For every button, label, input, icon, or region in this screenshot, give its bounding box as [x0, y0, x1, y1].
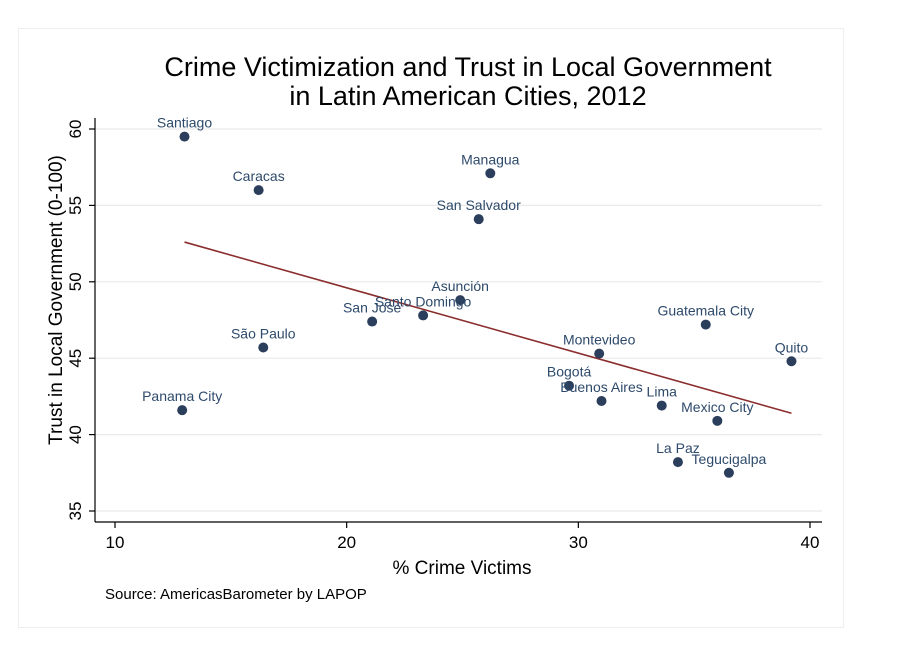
point-label: Caracas	[233, 168, 285, 184]
y-tick-label: 60	[66, 120, 85, 139]
fit-line	[184, 241, 792, 414]
x-tick-label: 10	[106, 533, 125, 552]
point-label: Santo Domingo	[375, 293, 472, 309]
point-label: São Paulo	[231, 326, 296, 342]
point-label: La Paz	[656, 440, 700, 456]
data-point	[367, 316, 378, 327]
source-note: Source: AmericasBarometer by LAPOP	[105, 586, 367, 603]
data-point	[177, 405, 188, 416]
point-label: Santiago	[157, 115, 212, 131]
chart-frame	[18, 28, 844, 628]
tick-marks: 35 40 45 50 55 60 10 20 30 40	[66, 120, 819, 552]
y-axis-title: Trust in Local Government (0-100)	[46, 155, 67, 445]
data-point	[723, 467, 734, 478]
chart-title-line-1: Crime Victimization and Trust in Local G…	[164, 52, 772, 82]
point-label: Lima	[647, 384, 678, 400]
point-label: Buenos Aires	[560, 379, 643, 395]
data-point	[564, 380, 575, 391]
point-label: Asunción	[431, 278, 489, 294]
x-axis-title: % Crime Victims	[393, 558, 532, 579]
y-tick-label: 40	[66, 425, 85, 444]
gridlines	[95, 128, 822, 512]
data-points	[177, 131, 797, 478]
data-point	[672, 457, 683, 468]
x-tick-label: 40	[801, 533, 820, 552]
y-tick-label: 35	[66, 502, 85, 521]
point-label: Quito	[775, 339, 809, 355]
data-point	[179, 131, 190, 142]
x-tick-label: 20	[337, 533, 356, 552]
point-labels: Santiago Caracas Managua San Salvador Asunci…	[142, 115, 808, 467]
y-tick-label: 55	[66, 196, 85, 215]
axes	[94, 118, 822, 523]
data-point	[594, 348, 605, 359]
data-point	[656, 400, 667, 411]
data-point	[455, 295, 466, 306]
data-point	[473, 214, 484, 225]
data-point	[253, 185, 264, 196]
y-tick-label: 50	[66, 272, 85, 291]
point-label: Managua	[461, 151, 520, 167]
point-label: Mexico City	[681, 399, 753, 415]
chart-title-line-2: in Latin American Cities, 2012	[289, 81, 646, 111]
data-point	[786, 356, 797, 367]
point-label: San Salvador	[437, 197, 521, 213]
data-point	[700, 319, 711, 330]
point-label: Montevideo	[563, 332, 636, 348]
point-label: Panama City	[142, 388, 222, 404]
point-label: Tegucigalpa	[692, 451, 767, 467]
x-tick-label: 30	[569, 533, 588, 552]
data-point	[258, 342, 269, 353]
data-point	[418, 310, 429, 321]
data-point	[712, 415, 723, 426]
data-point	[485, 168, 496, 179]
point-label: Guatemala City	[658, 303, 754, 319]
point-label: San José	[343, 300, 402, 316]
y-tick-label: 45	[66, 349, 85, 368]
data-point	[596, 395, 607, 406]
point-label: Bogotá	[547, 364, 592, 380]
